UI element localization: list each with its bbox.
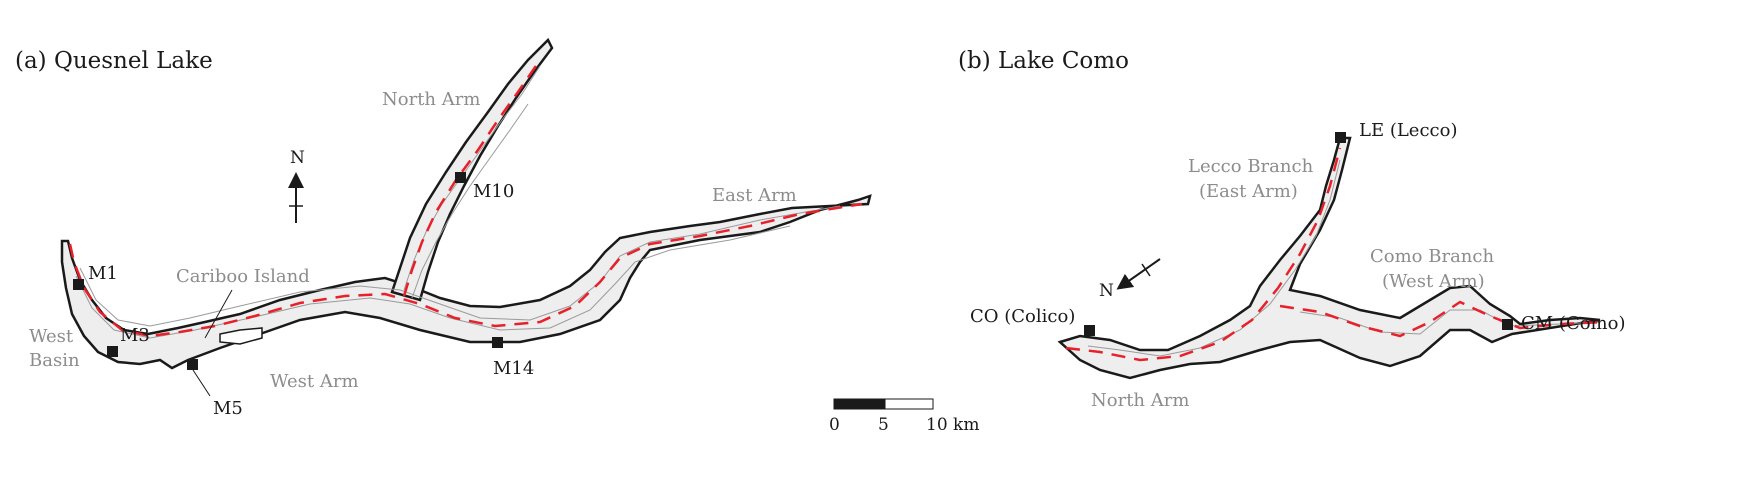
station-le-label: LE (Lecco)	[1359, 120, 1457, 141]
region-como-west-arm: (West Arm)	[1382, 271, 1485, 292]
station-m10-label: M10	[473, 181, 514, 202]
quesnel-thalweg	[68, 202, 863, 338]
station-m5-leader	[192, 369, 211, 397]
panel-b-title: (b) Lake Como	[958, 48, 1129, 74]
panel-quesnel-lake: (a) Quesnel Lake M1 M3 M5 M10 M14	[15, 37, 872, 419]
region-west-arm: West Arm	[270, 371, 359, 392]
region-west-basin-line1: West	[29, 326, 74, 347]
north-arrow-b: N	[1099, 258, 1161, 301]
station-m3-label: M3	[120, 325, 150, 346]
region-cariboo-island: Cariboo Island	[176, 266, 310, 287]
region-como-branch: Como Branch	[1370, 246, 1494, 267]
north-arrow-a: N	[288, 148, 305, 223]
region-east-arm: East Arm	[712, 185, 797, 206]
station-m5-marker	[187, 359, 198, 370]
station-co-label: CO (Colico)	[970, 306, 1075, 327]
station-m3-marker	[107, 346, 118, 357]
station-m5-label: M5	[213, 398, 243, 419]
lake-como-outline	[1057, 136, 1601, 380]
station-co-marker	[1084, 325, 1095, 336]
scale-bar: 0 5 10 km	[829, 398, 979, 435]
cariboo-island-leader	[204, 289, 233, 339]
scale-tick-0: 0	[829, 415, 840, 435]
como-thalweg-west	[1279, 300, 1607, 338]
scale-tick-5: 5	[878, 415, 889, 435]
region-lecco-branch: Lecco Branch	[1188, 156, 1314, 177]
north-arrow-a-label: N	[290, 148, 305, 168]
north-arrow-b-label: N	[1099, 281, 1114, 301]
station-le-marker	[1335, 132, 1346, 143]
station-m14-marker	[492, 337, 503, 348]
station-cm-label: CM (Como)	[1521, 313, 1625, 334]
region-north-arm-como: North Arm	[1091, 390, 1189, 411]
scale-tick-10-km: 10 km	[926, 415, 979, 435]
panel-lake-como: (b) Lake Como LE (Lecco) CO (Colico) CM …	[958, 48, 1625, 411]
panel-a-title: (a) Quesnel Lake	[15, 48, 213, 74]
station-m1-marker	[73, 279, 84, 290]
station-m14-label: M14	[493, 358, 534, 379]
station-cm-marker	[1502, 319, 1513, 330]
station-m1-label: M1	[88, 263, 118, 284]
quesnel-lake-outline	[60, 37, 872, 370]
region-north-arm: North Arm	[382, 89, 480, 110]
station-m10-marker	[455, 172, 466, 183]
region-lecco-east-arm: (East Arm)	[1199, 181, 1298, 202]
region-west-basin-line2: Basin	[29, 350, 80, 371]
como-thalweg-east	[1065, 147, 1342, 362]
